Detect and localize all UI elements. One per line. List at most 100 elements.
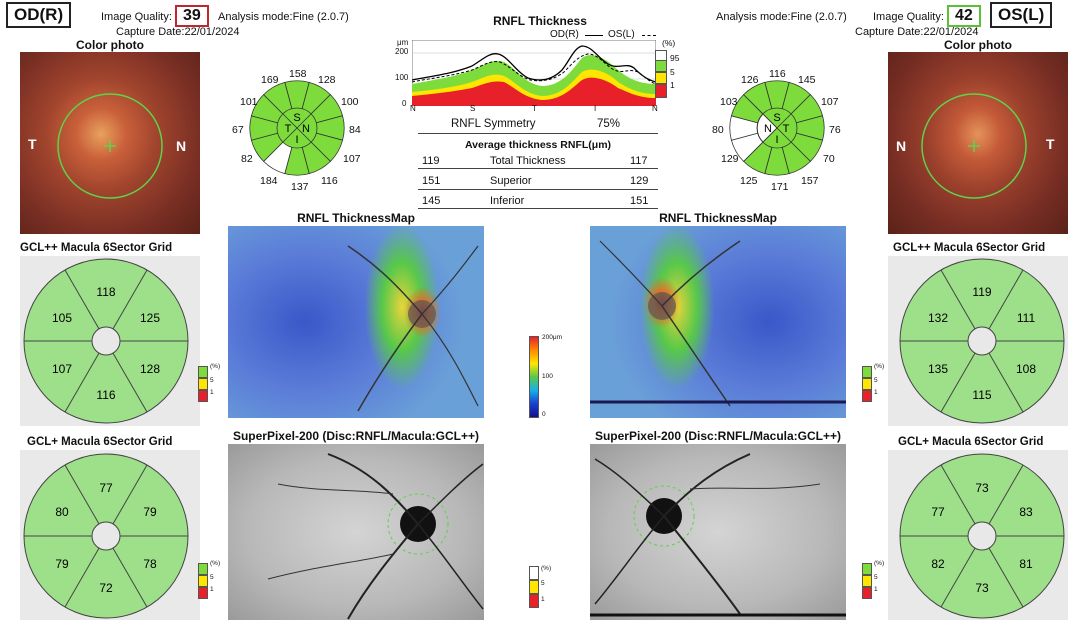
rnfl-thickness-graph [412,40,656,106]
os-quad-s: S [773,112,780,124]
os-gclp-legend-pct: (%) [874,560,885,567]
od-clock-12: 158 [289,68,307,80]
os-gclp-suptemp: 83 [1019,505,1033,519]
rnfl-pct-green [655,60,667,72]
od-clock-11: 169 [261,74,279,86]
od-quad-t: T [285,123,292,135]
rnfl-row-total-od: 119 [422,155,440,167]
od-superpixel-title: SuperPixel-200 (Disc:RNFL/Macula:GCL++) [232,429,480,443]
os-gclp-legend-5: 5 [874,574,878,581]
od-quad-n: N [302,123,310,135]
os-gclp-sup: 73 [975,481,989,495]
rnfl-divider-2 [418,168,658,169]
os-gclpp-supnas: 132 [928,311,948,325]
os-gclp-infnas: 82 [931,557,945,571]
os-clock-8: 129 [721,153,739,165]
od-clock-3: 84 [349,124,361,136]
rnfl-os-curve [412,53,656,85]
od-quality-value: 39 [175,5,209,27]
rnfl-title: RNFL Thickness [493,14,587,28]
os-superpixel-map [590,444,846,620]
od-gclpp-legend-5: 5 [210,377,214,384]
rnfl-legend-os: OS(L) [608,29,635,40]
os-gclp-legend-1: 1 [874,586,878,593]
od-analysis-mode: Analysis mode:Fine (2.0.7) [218,11,349,23]
od-gclp-sup: 77 [99,481,113,495]
superpixel-legend-1: 1 [541,596,545,603]
od-capture-date: Capture Date:22/01/2024 [116,26,240,38]
od-eye-label: OD(R) [6,2,72,28]
os-quality-label: Image Quality: [873,11,944,23]
thickness-color-scale [529,336,539,418]
os-gclpp-legend [862,366,872,402]
os-thickness-map-title: RNFL ThicknessMap [659,211,777,225]
od-gclp-supnas: 79 [143,505,157,519]
od-gclpp-inftemp: 107 [52,362,72,376]
rnfl-xtick-n1: N [410,104,416,113]
od-gclpp-infnas: 128 [140,362,160,376]
os-gclpp-suptemp: 111 [1017,311,1036,325]
od-quality-label: Image Quality: [101,11,172,23]
os-gclp-inf: 73 [975,581,989,595]
od-clock-1: 128 [318,74,336,86]
rnfl-xticks: N S T I N [410,104,660,114]
os-gclp-title: GCL+ Macula 6Sector Grid [898,436,1044,448]
rnfl-ytick-0: 0 [402,99,407,108]
os-gclpp-infnas: 135 [928,362,948,376]
od-gclp-infnas: 78 [143,557,157,571]
rnfl-ytick-100: 100 [395,73,409,82]
superpixel-legend-pct: (%) [541,565,552,572]
os-clock-3: 76 [829,124,841,136]
od-clock-labels: 158 128 100 84 107 116 137 184 82 67 101… [232,62,362,194]
os-gclpp-inftemp: 108 [1016,362,1036,376]
os-color-photo-label: Color photo [944,38,1012,52]
superpixel-legend-5: 5 [541,580,545,587]
rnfl-row-sup-od: 151 [422,175,441,187]
os-clock-chart: S T I N [729,80,825,176]
od-fundus-photo: T N [20,52,200,234]
od-gclpp-legend-1: 1 [210,389,214,396]
rnfl-od-curve [412,45,656,83]
od-scan-circle [57,93,163,199]
od-gclp-inf: 72 [99,581,113,595]
od-gclpp-legend-pct: (%) [210,363,221,370]
os-gclpp-grid: 119 111 108 115 135 132 [888,256,1068,426]
os-clock-11: 126 [741,74,759,86]
superpixel-legend [529,566,539,608]
rnfl-divider-4 [418,208,658,209]
rnfl-avg-title: Average thickness RNFL(μm) [464,139,612,151]
os-quality-value: 42 [947,5,981,27]
od-gclp-legend-5: 5 [210,574,214,581]
os-eye-label: OS(L) [990,2,1053,28]
od-gclp-grid: 77 79 78 72 79 80 [20,450,200,620]
os-quad-n: N [764,123,772,135]
os-scan-circle [921,93,1027,199]
os-photo-n: N [896,138,907,154]
rnfl-row-inf-os: 151 [630,195,649,207]
od-color-photo-label: Color photo [76,38,144,52]
os-analysis-mode: Analysis mode:Fine (2.0.7) [716,11,847,23]
os-clock-6: 171 [771,181,789,193]
od-gclpp-title: GCL++ Macula 6Sector Grid [20,242,173,254]
thickness-scale-mid: 100 [542,373,553,380]
od-superpixel-map [228,444,484,620]
os-clock-1: 145 [798,74,816,86]
od-gclp-suptemp: 80 [55,505,69,519]
rnfl-pct-5: 5 [670,67,675,77]
od-gclpp-supnas: 125 [140,311,160,325]
os-clock-5: 157 [801,175,819,187]
os-clock-7: 125 [740,175,758,187]
rnfl-xtick-s: S [470,104,476,113]
od-quad-i: I [295,134,298,146]
rnfl-divider-1 [418,133,658,134]
od-thickness-map-title: RNFL ThicknessMap [297,211,415,225]
od-gclpp-suptemp: 105 [52,311,72,325]
rnfl-row-sup-os: 129 [630,175,649,187]
os-gclpp-legend-1: 1 [874,389,878,396]
os-gclpp-title: GCL++ Macula 6Sector Grid [893,242,1046,254]
od-gclpp-grid: 118 125 128 116 107 105 [20,256,200,426]
od-clock-5: 116 [321,175,338,187]
od-clock-chart: S N I T [249,80,345,176]
od-gclpp-sup: 118 [96,285,115,299]
od-photo-n: N [176,138,187,154]
